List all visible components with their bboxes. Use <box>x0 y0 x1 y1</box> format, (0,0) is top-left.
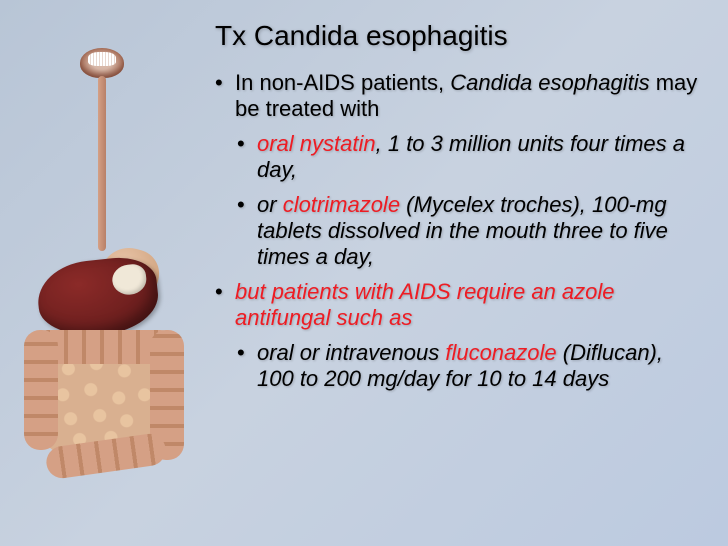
text-run: clotrimazole <box>283 192 400 217</box>
text-run: In non-AIDS patients, <box>235 70 450 95</box>
bullet-level-1: In non-AIDS patients, Candida esophagiti… <box>215 70 703 123</box>
content-area: Tx Candida esophagitis In non-AIDS patie… <box>205 0 728 546</box>
bullet-list: In non-AIDS patients, Candida esophagiti… <box>215 70 703 392</box>
digestive-system-illustration <box>0 0 205 546</box>
text-run: Candida esophagitis <box>450 70 649 95</box>
bullet-level-2: oral nystatin, 1 to 3 million units four… <box>237 131 703 184</box>
text-run: fluconazole <box>445 340 556 365</box>
liver-icon <box>34 254 161 341</box>
slide: Tx Candida esophagitis In non-AIDS patie… <box>0 0 728 546</box>
bullet-level-2: oral or intravenous fluconazole (Difluca… <box>237 340 703 393</box>
text-run: oral or intravenous <box>257 340 445 365</box>
text-run: oral nystatin <box>257 131 376 156</box>
text-run: or <box>257 192 283 217</box>
large-intestine-icon <box>24 330 184 480</box>
text-run: but patients with AIDS require an azole … <box>235 279 615 330</box>
esophagus-icon <box>98 76 106 251</box>
slide-title: Tx Candida esophagitis <box>215 20 703 52</box>
mouth-icon <box>80 48 124 78</box>
bullet-level-2: or clotrimazole (Mycelex troches), 100-m… <box>237 192 703 271</box>
bullet-level-1: but patients with AIDS require an azole … <box>215 279 703 332</box>
